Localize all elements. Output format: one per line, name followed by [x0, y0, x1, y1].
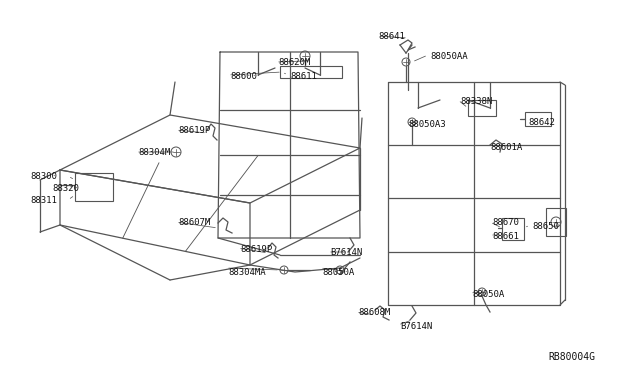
Text: RB80004G: RB80004G	[548, 352, 595, 362]
Text: 88600: 88600	[230, 72, 257, 81]
Text: 88601A: 88601A	[490, 143, 522, 152]
Text: 88619P: 88619P	[178, 126, 211, 135]
Text: 88670: 88670	[492, 218, 519, 227]
Text: 88050AA: 88050AA	[430, 52, 468, 61]
Text: 88661: 88661	[492, 232, 519, 241]
Text: 88620M: 88620M	[278, 58, 310, 67]
Text: B7614N: B7614N	[330, 248, 362, 257]
Text: 88641: 88641	[378, 32, 405, 41]
Text: B7614N: B7614N	[400, 322, 432, 331]
Text: 88650: 88650	[532, 222, 559, 231]
Text: 88300: 88300	[30, 172, 57, 181]
Text: 88050A: 88050A	[472, 290, 504, 299]
Text: 88338N: 88338N	[460, 97, 492, 106]
Text: 88608M: 88608M	[358, 308, 390, 317]
Text: 88320: 88320	[52, 184, 79, 193]
Text: 88642: 88642	[528, 118, 555, 127]
Text: 88607M: 88607M	[178, 218, 211, 227]
Text: 88311: 88311	[30, 196, 57, 205]
Text: 88050A3: 88050A3	[408, 120, 445, 129]
Text: 88304M: 88304M	[138, 148, 170, 157]
Text: 88619P: 88619P	[240, 245, 272, 254]
Text: 88050A: 88050A	[322, 268, 355, 277]
Text: 88304MA: 88304MA	[228, 268, 266, 277]
Text: 88611: 88611	[290, 72, 317, 81]
